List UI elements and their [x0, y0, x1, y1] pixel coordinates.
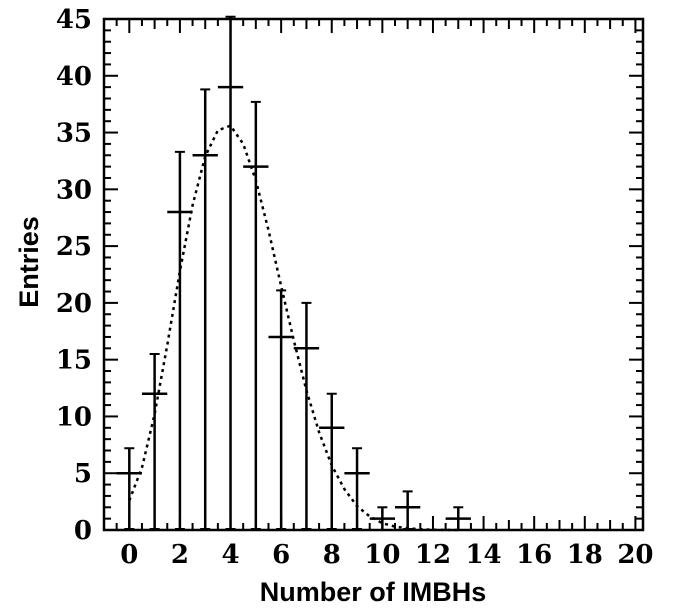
- x-tick-label: 2: [171, 540, 189, 570]
- data-points: [116, 15, 471, 531]
- x-tick-label: 18: [567, 540, 603, 570]
- data-point: [243, 100, 269, 530]
- fit-curve: [128, 124, 459, 532]
- y-tick-label: 20: [56, 289, 92, 319]
- data-point: [293, 301, 320, 530]
- x-axis-title: Number of IMBHs: [260, 577, 487, 607]
- data-point: [319, 392, 345, 530]
- data-point: [167, 150, 193, 530]
- y-tick-label: 40: [56, 62, 92, 92]
- plot-frame: [102, 17, 645, 532]
- data-point: [445, 506, 471, 531]
- axis-tick-labels: 0 2 4 6 8 10 12 14 16 18 20 0 5 10 15 20 25 30 35 40 45: [56, 5, 654, 570]
- y-axis-title: Entries: [14, 216, 44, 308]
- axis-ticks: [103, 18, 643, 531]
- x-tick-label: 6: [272, 540, 290, 570]
- x-tick-label: 12: [415, 540, 451, 570]
- x-tick-label: 14: [465, 540, 501, 570]
- y-tick-label: 30: [56, 175, 92, 205]
- y-tick-label: 0: [74, 516, 92, 546]
- data-point: [369, 506, 396, 531]
- y-tick-label: 10: [56, 402, 92, 432]
- x-tick-label: 10: [364, 540, 400, 570]
- y-tick-label: 45: [56, 5, 92, 35]
- y-tick-label: 5: [74, 459, 92, 489]
- x-tick-label: 8: [323, 540, 341, 570]
- x-tick-label: 16: [516, 540, 552, 570]
- data-point: [192, 88, 218, 530]
- data-point: [344, 447, 370, 530]
- x-tick-label: 0: [120, 540, 138, 570]
- y-tick-label: 15: [56, 346, 92, 376]
- data-point: [141, 352, 168, 530]
- data-point: [217, 15, 244, 530]
- data-point: [395, 490, 421, 530]
- data-point: [116, 447, 142, 530]
- x-tick-label: 4: [221, 540, 239, 570]
- data-point: [268, 289, 294, 530]
- y-tick-label: 35: [56, 119, 92, 149]
- x-tick-label: 20: [617, 540, 653, 570]
- y-tick-label: 25: [56, 232, 92, 262]
